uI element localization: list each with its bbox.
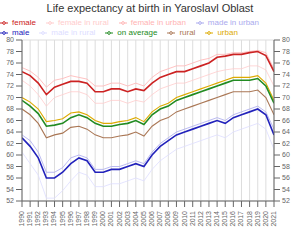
svg-text:68: 68: [282, 105, 290, 112]
svg-text:78: 78: [282, 48, 290, 55]
svg-text:2003: 2003: [124, 211, 131, 227]
svg-text:2017: 2017: [237, 211, 244, 227]
svg-text:76: 76: [6, 59, 14, 66]
svg-text:1999: 1999: [91, 211, 98, 227]
html-text:urban: urban: [217, 28, 238, 37]
svg-text:1996: 1996: [67, 211, 74, 227]
svg-text:64: 64: [6, 128, 14, 135]
svg-text:56: 56: [6, 174, 14, 181]
svg-text:56: 56: [282, 174, 290, 181]
html-text:female in urban: female in urban: [130, 18, 186, 27]
svg-text:70: 70: [282, 94, 290, 101]
html-text:on average: on average: [117, 28, 158, 37]
svg-text:2006: 2006: [148, 211, 155, 227]
svg-text:52: 52: [282, 197, 290, 204]
svg-text:80: 80: [6, 36, 14, 43]
svg-text:2000: 2000: [99, 211, 106, 227]
svg-text:66: 66: [282, 117, 290, 124]
svg-text:1998: 1998: [83, 211, 90, 227]
svg-text:58: 58: [282, 163, 290, 170]
svg-text:60: 60: [6, 151, 14, 158]
svg-text:62: 62: [282, 140, 290, 147]
svg-text:74: 74: [6, 71, 14, 78]
svg-text:2001: 2001: [107, 211, 114, 227]
svg-text:2021: 2021: [270, 211, 277, 227]
svg-text:76: 76: [282, 59, 290, 66]
html-text:female: female: [12, 18, 36, 27]
svg-text:52: 52: [6, 197, 14, 204]
svg-text:2011: 2011: [189, 211, 196, 226]
html-text:male in rural: male in rural: [51, 28, 96, 37]
svg-text:2009: 2009: [172, 211, 179, 227]
svg-text:62: 62: [6, 140, 14, 147]
svg-text:1997: 1997: [75, 211, 82, 227]
svg-text:2005: 2005: [140, 211, 147, 227]
html-text:rural: rural: [179, 28, 196, 37]
svg-text:72: 72: [282, 82, 290, 89]
svg-text:1991: 1991: [26, 211, 33, 227]
svg-text:54: 54: [6, 186, 14, 193]
svg-text:58: 58: [6, 163, 14, 170]
svg-text:2012: 2012: [197, 211, 204, 227]
svg-text:1992: 1992: [34, 211, 41, 227]
svg-text:2010: 2010: [181, 211, 188, 227]
svg-text:78: 78: [6, 48, 14, 55]
svg-text:64: 64: [282, 128, 290, 135]
svg-text:2020: 2020: [262, 211, 269, 227]
svg-text:66: 66: [6, 117, 14, 124]
html-text:Life expectancy at birth in Ya: Life expectancy at birth in Yaroslavl Ob…: [46, 2, 254, 14]
svg-text:80: 80: [282, 36, 290, 43]
svg-text:2015: 2015: [221, 211, 228, 227]
svg-text:1995: 1995: [59, 211, 66, 227]
svg-text:1994: 1994: [50, 211, 57, 227]
svg-text:2018: 2018: [246, 211, 253, 227]
html-text:female in rural: female in rural: [58, 18, 109, 27]
svg-text:1993: 1993: [42, 211, 49, 227]
svg-text:2002: 2002: [116, 211, 123, 227]
html-text:male: male: [12, 28, 30, 37]
svg-text:54: 54: [282, 186, 290, 193]
svg-text:2019: 2019: [254, 211, 261, 227]
svg-text:1990: 1990: [18, 211, 25, 227]
svg-text:70: 70: [6, 94, 14, 101]
svg-text:72: 72: [6, 82, 14, 89]
svg-text:74: 74: [282, 71, 290, 78]
svg-text:60: 60: [282, 151, 290, 158]
svg-text:2014: 2014: [213, 211, 220, 227]
svg-text:2004: 2004: [132, 211, 139, 227]
svg-text:2016: 2016: [229, 211, 236, 227]
svg-text:68: 68: [6, 105, 14, 112]
svg-text:2008: 2008: [164, 211, 171, 227]
svg-text:2013: 2013: [205, 211, 212, 227]
svg-text:2007: 2007: [156, 211, 163, 227]
html-text:made in urban: made in urban: [207, 18, 259, 27]
